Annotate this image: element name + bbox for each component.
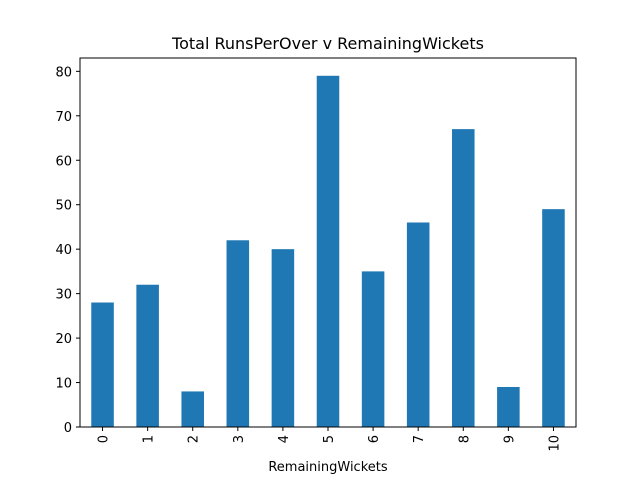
bar-3: [226, 240, 250, 427]
x-axis-title: RemainingWickets: [268, 460, 388, 475]
bar-0: [91, 302, 114, 427]
bar-1: [136, 284, 159, 427]
y-tick-label: 60: [55, 154, 72, 169]
bar-2: [181, 391, 204, 427]
bars-group: [91, 75, 565, 428]
chart-title: Total RunsPerOver v RemainingWickets: [171, 34, 484, 53]
plot-area-frame: [79, 57, 577, 428]
x-tick-label: 10: [547, 435, 562, 452]
y-tick-label: 30: [55, 288, 72, 303]
y-tick-label: 10: [55, 377, 72, 392]
bar-4: [271, 249, 295, 427]
y-tick-label: 20: [55, 332, 72, 347]
bar-5: [316, 75, 340, 427]
bar-9: [497, 386, 520, 427]
bar-6: [361, 271, 385, 427]
x-tick-label: 1: [142, 435, 157, 443]
x-axis-ticks: 0 1 2 3 4 5 6 7 8 9 10: [97, 427, 562, 452]
bar-10: [542, 209, 565, 427]
x-tick-label: 5: [322, 435, 337, 443]
y-tick-label: 70: [55, 110, 72, 125]
bar-8: [452, 129, 475, 428]
x-tick-label: 2: [187, 435, 202, 443]
y-tick-label: 40: [55, 243, 72, 258]
y-tick-label: 0: [64, 421, 72, 436]
bar-7: [406, 222, 430, 427]
x-tick-label: 0: [97, 435, 112, 443]
x-tick-label: 4: [277, 435, 292, 443]
x-tick-label: 8: [457, 435, 472, 443]
x-tick-label: 7: [412, 435, 427, 443]
y-tick-label: 80: [55, 65, 72, 80]
x-tick-label: 3: [232, 435, 247, 443]
x-tick-label: 6: [367, 435, 382, 443]
y-axis-ticks: 0 10 20 30 40 50 60 70 80: [55, 65, 80, 436]
y-tick-label: 50: [55, 199, 72, 214]
x-tick-label: 9: [502, 435, 517, 443]
